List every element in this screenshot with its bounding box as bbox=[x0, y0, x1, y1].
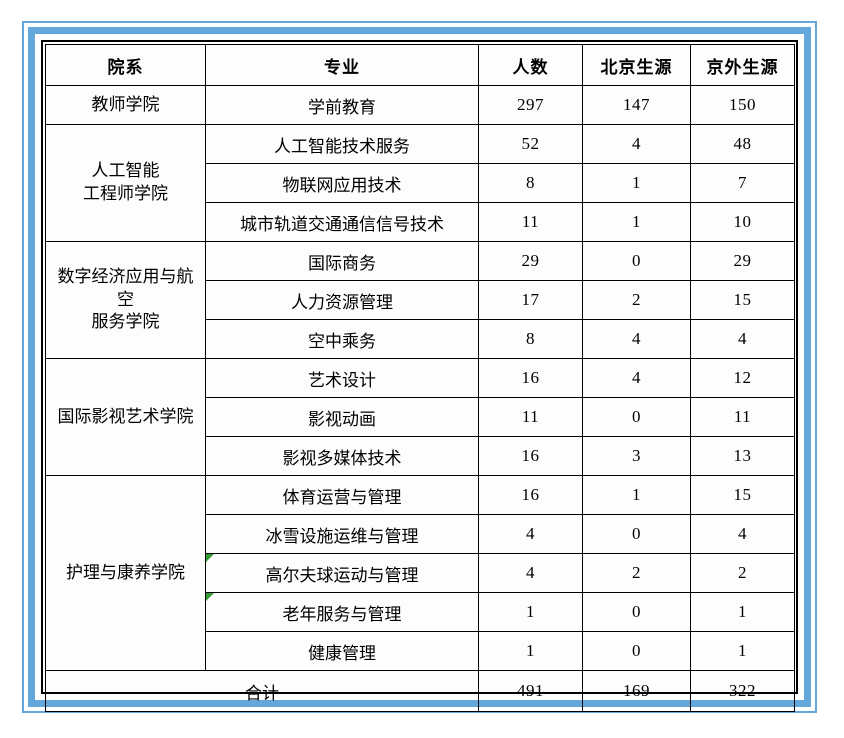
total-row: 合计 491 169 322 bbox=[45, 670, 795, 712]
major-cell: 高尔夫球运动与管理 bbox=[205, 553, 479, 593]
beijing-source-cell: 0 bbox=[582, 631, 691, 671]
beijing-source-cell: 3 bbox=[582, 436, 691, 476]
major-cell: 学前教育 bbox=[205, 85, 479, 125]
outside-source-cell: 15 bbox=[690, 280, 795, 320]
count-cell: 17 bbox=[478, 280, 583, 320]
outside-source-cell: 4 bbox=[690, 319, 795, 359]
table-row: 国际影视艺术学院 艺术设计 16 4 12 bbox=[45, 358, 795, 476]
major-cell: 影视多媒体技术 bbox=[205, 436, 479, 476]
table-row: 影视多媒体技术 16 3 13 bbox=[46, 436, 795, 476]
major-cell: 物联网应用技术 bbox=[205, 163, 479, 203]
major-cell: 体育运营与管理 bbox=[205, 475, 479, 515]
enrollment-table: 院系 专业 人数 北京生源 京外生源 教师学院 学前教育 297 147 150 人工智能… bbox=[45, 44, 795, 712]
major-cell: 冰雪设施运维与管理 bbox=[205, 514, 479, 554]
beijing-source-cell: 4 bbox=[582, 358, 691, 398]
table-row: 健康管理 1 0 1 bbox=[46, 631, 795, 671]
header-major: 专业 bbox=[205, 44, 479, 86]
beijing-source-cell: 2 bbox=[582, 553, 691, 593]
count-cell: 8 bbox=[478, 163, 583, 203]
header-outside-source: 京外生源 bbox=[690, 44, 795, 86]
beijing-source-cell: 1 bbox=[582, 163, 691, 203]
count-cell: 16 bbox=[478, 475, 583, 515]
table-row: 人工智能 工程师学院 人工智能技术服务 52 4 48 bbox=[45, 124, 795, 242]
count-cell: 29 bbox=[478, 241, 583, 281]
error-indicator-triangle-icon bbox=[206, 554, 214, 562]
beijing-source-cell: 0 bbox=[582, 514, 691, 554]
beijing-source-cell: 4 bbox=[582, 319, 691, 359]
total-label-cell: 合计 bbox=[45, 670, 479, 712]
count-cell: 1 bbox=[478, 592, 583, 632]
total-outside-cell: 322 bbox=[690, 670, 795, 712]
outside-source-cell: 10 bbox=[690, 202, 795, 242]
department-cell: 教师学院 bbox=[45, 85, 206, 125]
beijing-source-cell: 2 bbox=[582, 280, 691, 320]
outside-source-cell: 150 bbox=[690, 85, 795, 125]
outside-source-cell: 1 bbox=[690, 631, 795, 671]
table-row: 教师学院 学前教育 297 147 150 bbox=[45, 85, 795, 125]
table-row: 物联网应用技术 8 1 7 bbox=[46, 163, 795, 203]
major-cell: 老年服务与管理 bbox=[205, 592, 479, 632]
beijing-source-cell: 4 bbox=[582, 124, 691, 164]
header-count: 人数 bbox=[478, 44, 583, 86]
decorative-outer-blue-frame: 院系 专业 人数 北京生源 京外生源 教师学院 学前教育 297 147 150 人工智能… bbox=[22, 21, 817, 713]
outside-source-cell: 4 bbox=[690, 514, 795, 554]
count-cell: 8 bbox=[478, 319, 583, 359]
outside-source-cell: 7 bbox=[690, 163, 795, 203]
department-cell: 人工智能 工程师学院 bbox=[45, 124, 206, 242]
table-row: 高尔夫球运动与管理 4 2 2 bbox=[46, 553, 795, 593]
outside-source-cell: 29 bbox=[690, 241, 795, 281]
count-cell: 11 bbox=[478, 202, 583, 242]
count-cell: 11 bbox=[478, 397, 583, 437]
beijing-source-cell: 0 bbox=[582, 592, 691, 632]
decorative-inner-blue-frame: 院系 专业 人数 北京生源 京外生源 教师学院 学前教育 297 147 150 人工智能… bbox=[28, 27, 811, 712]
count-cell: 52 bbox=[478, 124, 583, 164]
beijing-source-cell: 0 bbox=[582, 397, 691, 437]
count-cell: 4 bbox=[478, 514, 583, 554]
table-row: 影视动画 11 0 11 bbox=[46, 397, 795, 437]
total-count-cell: 491 bbox=[478, 670, 583, 712]
count-cell: 16 bbox=[478, 436, 583, 476]
enrollment-table-frame: 院系 专业 人数 北京生源 京外生源 教师学院 学前教育 297 147 150 人工智能… bbox=[41, 40, 798, 712]
outside-source-cell: 1 bbox=[690, 592, 795, 632]
count-cell: 1 bbox=[478, 631, 583, 671]
count-cell: 297 bbox=[478, 85, 583, 125]
total-beijing-cell: 169 bbox=[582, 670, 691, 712]
beijing-source-cell: 147 bbox=[582, 85, 691, 125]
outside-source-cell: 48 bbox=[690, 124, 795, 164]
department-cell: 国际影视艺术学院 bbox=[45, 358, 206, 476]
count-cell: 4 bbox=[478, 553, 583, 593]
table-row: 护理与康养学院 体育运营与管理 16 1 15 bbox=[45, 475, 795, 671]
error-indicator-triangle-icon bbox=[206, 593, 214, 601]
beijing-source-cell: 0 bbox=[582, 241, 691, 281]
major-cell: 空中乘务 bbox=[205, 319, 479, 359]
outside-source-cell: 2 bbox=[690, 553, 795, 593]
table-row: 老年服务与管理 1 0 1 bbox=[46, 592, 795, 632]
department-cell: 护理与康养学院 bbox=[45, 475, 206, 671]
major-cell: 健康管理 bbox=[205, 631, 479, 671]
department-cell: 数字经济应用与航空 服务学院 bbox=[45, 241, 206, 359]
count-cell: 16 bbox=[478, 358, 583, 398]
major-cell: 艺术设计 bbox=[205, 358, 479, 398]
major-cell: 城市轨道交通通信信号技术 bbox=[205, 202, 479, 242]
beijing-source-cell: 1 bbox=[582, 202, 691, 242]
major-cell: 人工智能技术服务 bbox=[205, 124, 479, 164]
outside-source-cell: 15 bbox=[690, 475, 795, 515]
beijing-source-cell: 1 bbox=[582, 475, 691, 515]
header-department: 院系 bbox=[45, 44, 206, 86]
table-row: 城市轨道交通通信信号技术 11 1 10 bbox=[46, 202, 795, 242]
outside-source-cell: 12 bbox=[690, 358, 795, 398]
major-cell: 国际商务 bbox=[205, 241, 479, 281]
major-cell: 人力资源管理 bbox=[205, 280, 479, 320]
header-beijing-source: 北京生源 bbox=[582, 44, 691, 86]
table-row: 空中乘务 8 4 4 bbox=[46, 319, 795, 359]
major-cell: 影视动画 bbox=[205, 397, 479, 437]
table-row: 数字经济应用与航空 服务学院 国际商务 29 0 29 bbox=[45, 241, 795, 359]
header-row: 院系 专业 人数 北京生源 京外生源 bbox=[45, 44, 795, 86]
outside-source-cell: 11 bbox=[690, 397, 795, 437]
outside-source-cell: 13 bbox=[690, 436, 795, 476]
